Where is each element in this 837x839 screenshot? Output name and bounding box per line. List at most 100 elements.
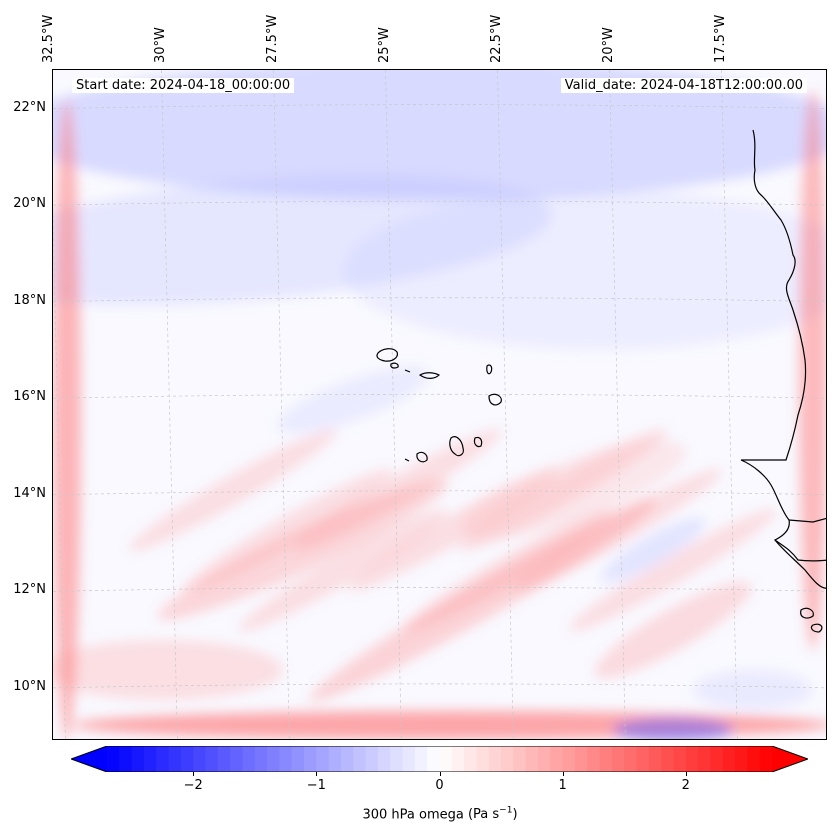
coastline [376, 129, 826, 633]
omega-blob [693, 670, 813, 710]
boa-vista-island [488, 393, 502, 406]
colorbar-segment [340, 746, 354, 772]
colorbar-segment [661, 746, 675, 772]
colorbar-segment [279, 746, 293, 772]
meridian-line [497, 70, 514, 739]
colorbar-tickmark [316, 772, 318, 776]
colorbar-segment [685, 746, 699, 772]
latitude-label: 22°N [13, 99, 46, 115]
colorbar-segment [291, 746, 305, 772]
longitude-label: 20°W [601, 27, 617, 63]
colorbar-tick-label: −1 [306, 778, 326, 793]
colorbar-segment [353, 746, 367, 772]
colorbar-segment [599, 746, 613, 772]
parallel-line [53, 297, 826, 303]
longitude-label: 22.5°W [489, 14, 505, 63]
sal-island [486, 364, 493, 375]
colorbar-segment [131, 746, 145, 772]
start-date-label: Start date: 2024-04-18_00:00:00 [72, 78, 295, 93]
longitude-label: 32.5°W [41, 14, 57, 63]
colorbar-segment [414, 746, 428, 772]
colorbar-segment [648, 746, 662, 772]
parallel-line [53, 587, 826, 592]
colorbar-segment [722, 746, 736, 772]
meridian-line [53, 202, 66, 739]
omega-blob [343, 190, 826, 350]
omega-blob [53, 70, 826, 200]
colorbar-tickmark [685, 772, 687, 776]
meridian-line [161, 70, 178, 739]
colorbar-segment [180, 746, 194, 772]
omega-blob [594, 581, 752, 679]
colorbar-segment [501, 746, 514, 772]
colorbar-segment [562, 746, 576, 772]
colorbar-tick-label: 0 [435, 778, 444, 793]
parallel-line [53, 200, 826, 206]
omega-blob [568, 508, 778, 632]
omega-blob [613, 718, 733, 739]
longitude-label: 27.5°W [265, 14, 281, 63]
omega-blob [600, 517, 706, 583]
omega-blob [53, 640, 283, 700]
colorbar-extend-low [71, 746, 107, 772]
latitude-label: 12°N [13, 582, 46, 598]
colorbar-units: (Pa s−1) [467, 806, 518, 823]
colorbar-segment [550, 746, 564, 772]
guinea-bissau-coast [774, 539, 826, 589]
parallel-line [53, 104, 826, 109]
colorbar-segment [488, 746, 502, 772]
latitude-label: 20°N [13, 196, 46, 212]
colorbar-title: 300 hPa omega (Pa s−1) [0, 806, 837, 822]
parallel-line [53, 393, 826, 399]
colorbar-segment [230, 746, 244, 772]
valid-date-label: Valid_date: 2024-04-18T12:00:00.00 [560, 78, 807, 93]
colorbar-segment [513, 746, 527, 772]
colorbar-segments [71, 746, 808, 772]
meridian-line [609, 70, 626, 739]
colorbar-segment [304, 746, 317, 772]
gambia-senegal-inlet [788, 517, 826, 523]
colorbar-segment [427, 746, 441, 772]
omega-field-map [53, 70, 826, 739]
omega-blob [183, 468, 393, 592]
colorbar-segment [476, 746, 490, 772]
omega-blob [53, 100, 81, 739]
latitude-label: 16°N [13, 389, 46, 405]
colorbar-segment [168, 746, 182, 772]
omega-blob [157, 479, 449, 621]
meridian-line [721, 70, 738, 739]
longitude-label: 30°W [153, 27, 169, 63]
guinea-bissau-islands [800, 607, 823, 633]
colorbar-tickmark [439, 772, 441, 776]
colorbar-segment [698, 746, 712, 772]
meridian-line [385, 70, 402, 739]
parallel-line [53, 683, 826, 689]
sao-nicolau-island [418, 372, 441, 379]
colorbar-segment [205, 746, 219, 772]
parallel-line [53, 490, 826, 496]
meridian-line [273, 70, 290, 739]
colorbar-segment [747, 746, 761, 772]
omega-blob [309, 498, 657, 702]
colorbar-segment [365, 746, 379, 772]
colorbar-tick-label: −2 [183, 778, 203, 793]
colorbar-segment [254, 746, 268, 772]
colorbar-segment [464, 746, 478, 772]
fogo-island [416, 451, 428, 463]
colorbar-segment [587, 746, 601, 772]
colorbar-segment [574, 746, 588, 772]
colorbar-segment [735, 746, 748, 772]
mainland-coastline [740, 129, 826, 562]
omega-blob [799, 90, 826, 650]
colorbar-segment [673, 746, 687, 772]
colorbar-segment [193, 746, 207, 772]
maio-island [473, 436, 483, 448]
colorbar-segment [156, 746, 170, 772]
colorbar-segment [217, 746, 231, 772]
colorbar-segment [143, 746, 157, 772]
santo-antao-island [376, 348, 398, 362]
colorbar-segment [377, 746, 391, 772]
colorbar-tickmark [562, 772, 564, 776]
latitude-label: 18°N [13, 292, 46, 308]
colorbar-segment [242, 746, 256, 772]
